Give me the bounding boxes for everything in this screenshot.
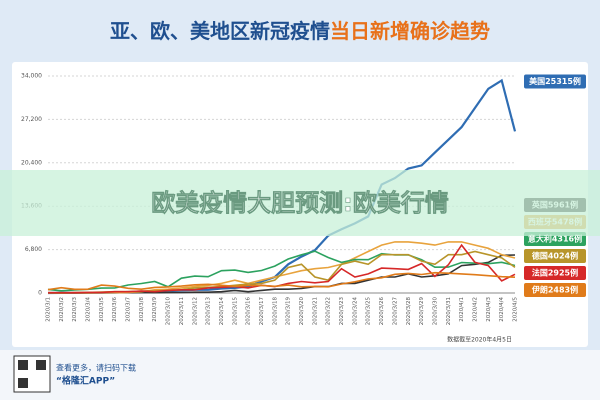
y-tick-label: 34,000 (21, 73, 42, 80)
footer-bg (0, 350, 600, 400)
x-tick-label: 2020/3/13 (206, 297, 212, 326)
x-tick-label: 2020/3/1 (46, 297, 52, 322)
chart-title: 亚、欧、美地区新冠疫情当日新增确诊趋势 (110, 19, 490, 43)
end-label-bg (524, 266, 586, 280)
x-tick-label: 2020/3/26 (379, 297, 385, 326)
x-tick-label: 2020/3/3 (72, 297, 78, 322)
note: 数据截至2020年4月5日 (447, 336, 512, 344)
end-label-bg (524, 249, 586, 263)
x-tick-label: 2020/3/18 (272, 297, 278, 326)
x-tick-label: 2020/3/9 (152, 297, 158, 322)
title-main: 亚、欧、美地区新冠疫情 (110, 19, 330, 43)
x-tick-label: 2020/4/5 (513, 297, 519, 322)
end-label: 伊朗2483例 (531, 285, 578, 295)
end-label: 意大利4316例 (528, 234, 582, 244)
x-tick-label: 2020/3/20 (299, 297, 305, 326)
qr-part (36, 360, 46, 370)
x-tick-label: 2020/3/24 (352, 297, 358, 326)
x-tick-label: 2020/4/3 (486, 297, 492, 322)
x-tick-label: 2020/3/30 (432, 297, 438, 326)
banner-bg (0, 170, 600, 236)
x-tick-label: 2020/3/22 (326, 297, 332, 325)
end-label-bg (524, 283, 586, 297)
x-tick-label: 2020/4/2 (472, 297, 478, 322)
footer-line1: 查看更多，请扫码下载 (56, 363, 136, 373)
x-tick-label: 2020/3/14 (219, 297, 225, 326)
x-tick-label: 2020/3/5 (99, 297, 105, 322)
series-line (47, 250, 516, 292)
qr-part (18, 360, 28, 370)
x-tick-label: 2020/3/2 (59, 297, 65, 322)
x-tick-label: 2020/3/7 (126, 297, 132, 322)
y-tick-label: 6,800 (25, 246, 42, 253)
x-tick-label: 2020/4/1 (459, 297, 465, 322)
x-tick-label: 2020/3/21 (312, 297, 318, 325)
x-tick-label: 2020/3/17 (259, 297, 265, 326)
footer-line2: “格隆汇APP” (56, 375, 115, 387)
series-line (47, 271, 516, 291)
x-tick-label: 2020/3/11 (179, 297, 185, 325)
x-tick-label: 2020/3/31 (446, 297, 452, 325)
x-tick-label: 2020/3/15 (232, 297, 238, 326)
x-tick-label: 2020/3/28 (406, 297, 412, 326)
x-tick-label: 2020/4/4 (499, 297, 505, 322)
x-tick-label: 2020/3/19 (286, 297, 292, 326)
end-label-bg (524, 74, 586, 89)
x-tick-label: 2020/3/12 (192, 297, 198, 325)
banner-text: 欧美疫情大胆预测:欧美行情 (151, 189, 449, 217)
x-tick-label: 2020/3/29 (419, 297, 425, 326)
x-tick-label: 2020/3/16 (246, 297, 252, 326)
y-tick-label: 20,400 (21, 159, 42, 166)
x-tick-label: 2020/3/23 (339, 297, 345, 326)
x-tick-label: 2020/3/4 (86, 297, 92, 322)
y-tick-label: 0 (38, 290, 42, 297)
end-label: 德国4024例 (532, 251, 578, 261)
x-tick-label: 2020/3/10 (166, 297, 172, 326)
x-tick-label: 2020/3/6 (112, 297, 118, 322)
x-tick-label: 2020/3/8 (139, 297, 145, 322)
x-tick-label: 2020/3/27 (392, 297, 398, 326)
y-tick-label: 27,200 (21, 116, 42, 123)
x-tick-label: 2020/3/25 (366, 297, 372, 326)
end-label: 美国25315例 (529, 76, 581, 86)
end-label: 法国2925例 (532, 268, 578, 278)
title-highlight: 当日新增确诊趋势 (330, 19, 490, 43)
qr-part (18, 378, 28, 388)
